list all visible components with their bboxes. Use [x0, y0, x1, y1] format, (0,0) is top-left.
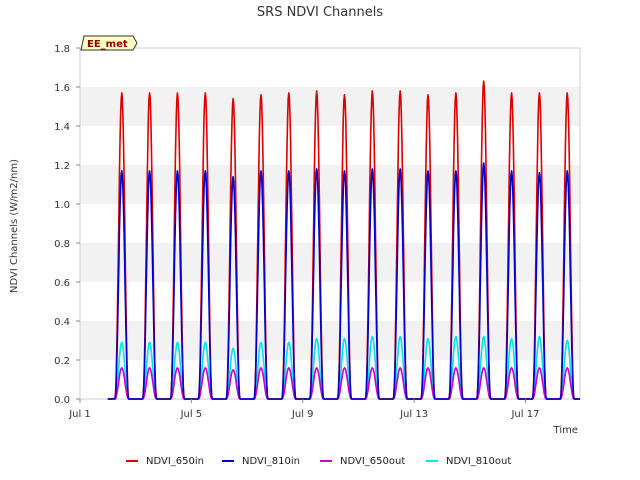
legend-label: NDVI_650in — [146, 456, 204, 467]
x-tick-label: Jul 17 — [510, 409, 539, 420]
y-tick-label: 1.4 — [54, 122, 70, 133]
chart-title: SRS NDVI Channels — [257, 5, 383, 20]
x-tick-label: Jul 13 — [399, 409, 428, 420]
grid-bands — [80, 87, 580, 360]
y-tick-label: 0.2 — [54, 356, 70, 367]
x-axis-label: Time — [553, 425, 578, 436]
y-tick-label: 0.4 — [54, 317, 70, 328]
y-tick-label: 0.6 — [54, 278, 70, 289]
legend-label: NDVI_810out — [446, 456, 511, 467]
badge-box — [80, 35, 138, 51]
legend-label: NDVI_810in — [242, 456, 300, 467]
y-axis-ticks: 0.0 0.2 0.4 0.6 0.8 1.0 1.2 1.4 1.6 1.8 — [54, 44, 80, 406]
grid-band — [80, 243, 580, 282]
grid-band — [80, 165, 580, 204]
y-tick-label: 0.8 — [54, 239, 70, 250]
legend-label: NDVI_650out — [340, 456, 405, 467]
station-badge: EE_met — [80, 35, 138, 51]
series-line — [107, 162, 581, 400]
y-tick-label: 0.0 — [54, 395, 70, 406]
y-tick-label: 1.6 — [54, 83, 70, 94]
x-tick-label: Jul 9 — [291, 409, 314, 420]
series-layer — [107, 80, 581, 400]
legend: NDVI_650in NDVI_810in NDVI_650out NDVI_810o… — [126, 456, 511, 467]
badge-text: EE_met — [87, 39, 128, 50]
series-line — [107, 367, 581, 400]
grid-band — [80, 87, 580, 126]
y-tick-label: 1.2 — [54, 161, 70, 172]
x-tick-label: Jul 1 — [68, 409, 91, 420]
y-tick-label: 1.8 — [54, 44, 70, 55]
y-tick-label: 1.0 — [54, 200, 70, 211]
y-axis-label: NDVI Channels (W/m2/nm) — [9, 159, 20, 293]
x-tick-label: Jul 5 — [180, 409, 203, 420]
grid-band — [80, 321, 580, 360]
x-axis-ticks: Jul 1 Jul 5 Jul 9 Jul 13 Jul 17 — [68, 399, 539, 420]
